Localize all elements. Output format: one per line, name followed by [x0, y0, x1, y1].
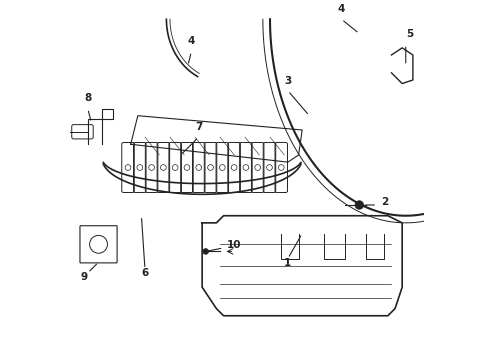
Text: 1: 1	[284, 258, 292, 268]
Text: 10: 10	[227, 240, 242, 250]
Text: 7: 7	[195, 122, 202, 132]
Text: 9: 9	[81, 272, 88, 282]
Text: 4: 4	[188, 36, 195, 46]
Text: 3: 3	[284, 76, 292, 86]
Text: 5: 5	[406, 29, 413, 39]
Text: 6: 6	[141, 269, 148, 278]
Text: 8: 8	[84, 93, 92, 103]
Text: 4: 4	[338, 4, 345, 14]
Circle shape	[355, 201, 364, 209]
Text: 2: 2	[381, 197, 388, 207]
Circle shape	[203, 249, 209, 254]
